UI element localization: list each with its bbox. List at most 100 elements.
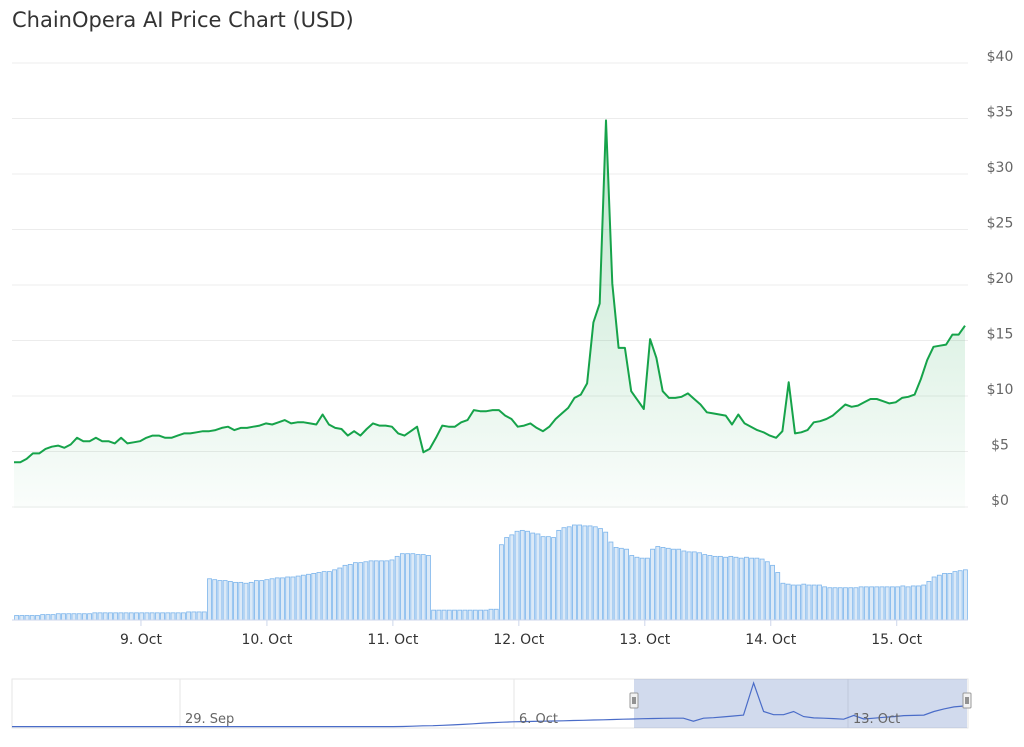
- volume-bar: [848, 587, 854, 621]
- volume-bar: [123, 612, 129, 621]
- volume-bar: [462, 609, 468, 621]
- volume-bar: [92, 612, 98, 621]
- volume-bar: [207, 578, 212, 621]
- volume-bar: [712, 555, 718, 621]
- volume-bar: [676, 548, 682, 621]
- volume-bar: [723, 556, 728, 621]
- navigator[interactable]: 29. Sep 6. Oct 13. Oct: [11, 678, 972, 729]
- navigator-tick-label: 6. Oct: [519, 712, 558, 727]
- volume-bar: [613, 547, 619, 621]
- volume-bar: [952, 571, 958, 621]
- volume-bar: [639, 557, 645, 621]
- volume-bar: [212, 579, 218, 621]
- x-tick-label: 13. Oct: [619, 632, 670, 648]
- volume-bar: [817, 584, 822, 621]
- volume-bar: [754, 557, 760, 621]
- volume-bar: [285, 576, 291, 621]
- volume-bar: [572, 524, 577, 621]
- volume-bar: [509, 534, 515, 621]
- volume-bar: [895, 586, 901, 621]
- volume-bar: [238, 581, 244, 621]
- volume-bar: [749, 557, 755, 621]
- volume-bar: [822, 586, 828, 621]
- volume-bar: [796, 584, 801, 621]
- volume-bar: [790, 584, 796, 621]
- volume-bar: [540, 536, 546, 621]
- volume-bar: [14, 615, 20, 621]
- volume-bar: [181, 612, 186, 621]
- volume-bar: [499, 544, 504, 621]
- volume-bar: [926, 581, 932, 621]
- navigator-right-handle[interactable]: [962, 692, 972, 709]
- y-tick-label: $10: [987, 382, 1014, 398]
- volume-bar: [697, 552, 702, 621]
- volume-bar: [108, 612, 113, 621]
- volume-bar: [66, 613, 72, 621]
- volume-bar: [504, 537, 510, 621]
- volume-bar: [629, 555, 635, 621]
- volume-bar: [373, 560, 379, 621]
- volume-bar: [863, 586, 869, 621]
- volume-bar: [311, 573, 317, 621]
- volume-bar: [801, 583, 807, 621]
- volume-bar: [785, 583, 791, 621]
- volume-bar: [227, 581, 233, 621]
- volume-bar: [274, 577, 280, 621]
- volume-bar: [446, 609, 452, 621]
- volume-bar: [321, 571, 327, 621]
- volume-bar: [24, 615, 30, 621]
- volume-bar: [248, 581, 254, 621]
- volume-bar: [452, 609, 457, 621]
- volume-bar: [154, 612, 160, 621]
- volume-bar: [770, 564, 775, 621]
- volume-bar: [40, 614, 46, 621]
- volume-bar: [910, 585, 916, 621]
- volume-bar: [165, 612, 171, 621]
- volume-bar: [525, 530, 530, 621]
- volume-bar: [717, 555, 723, 621]
- navigator-selection[interactable]: [634, 679, 967, 728]
- volume-bar: [436, 609, 442, 621]
- volume-bar: [780, 582, 786, 621]
- volume-bar: [71, 613, 77, 621]
- y-tick-label: $20: [987, 271, 1014, 287]
- volume-bar: [707, 555, 713, 621]
- volume-bar: [457, 609, 463, 621]
- volume-bar: [936, 574, 942, 621]
- volume-bar: [884, 586, 890, 621]
- volume-bar: [97, 612, 103, 621]
- volume-bar: [280, 577, 285, 621]
- volume-bar: [535, 533, 541, 621]
- volume-bar: [947, 573, 953, 621]
- volume-bar: [363, 561, 369, 621]
- volume-bar: [691, 551, 697, 621]
- volume-bar: [353, 562, 358, 621]
- price-line[interactable]: [14, 119, 966, 464]
- volume-bar: [942, 573, 947, 621]
- volume-bar: [332, 569, 338, 621]
- x-tick-label: 11. Oct: [367, 632, 418, 648]
- volume-bar: [420, 554, 426, 621]
- volume-bar: [76, 613, 82, 621]
- volume-bar: [472, 609, 478, 621]
- volume-bar: [149, 612, 155, 621]
- volume-bar: [384, 560, 390, 621]
- navigator-left-handle[interactable]: [629, 692, 639, 709]
- navigator-grid: [179, 679, 849, 728]
- x-tick-label: 10. Oct: [241, 632, 292, 648]
- volume-bar: [358, 562, 364, 621]
- x-tick-label: 15. Oct: [871, 632, 922, 648]
- volume-bar: [483, 609, 489, 621]
- volume-bar: [410, 553, 416, 621]
- volume-bars: [14, 524, 968, 621]
- volume-bar: [160, 612, 165, 621]
- volume-bar: [890, 586, 895, 621]
- volume-bar: [931, 576, 937, 621]
- volume-bar: [264, 579, 270, 621]
- volume-bar: [19, 615, 25, 621]
- volume-bar: [530, 532, 536, 621]
- volume-bar: [561, 527, 567, 621]
- volume-bar: [681, 550, 687, 621]
- volume-bar: [957, 570, 963, 621]
